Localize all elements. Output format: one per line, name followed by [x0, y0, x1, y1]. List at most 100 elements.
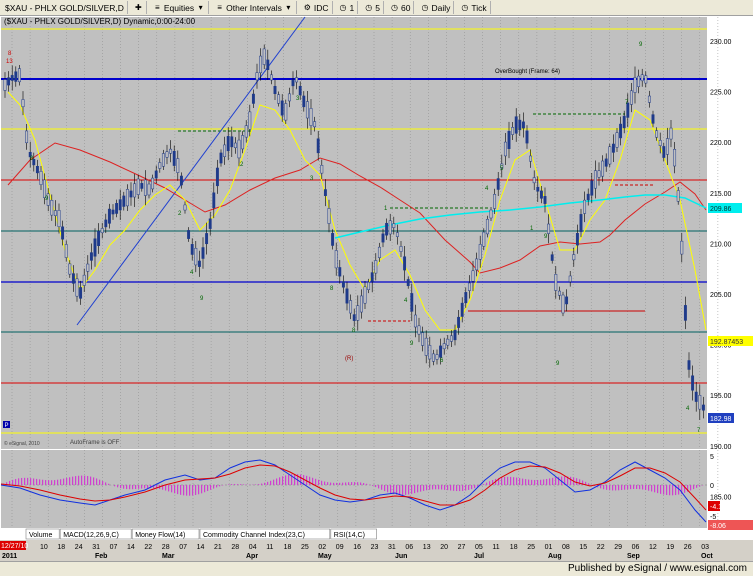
- macd-bar: [549, 478, 550, 485]
- macd-bar: [147, 485, 148, 488]
- candle-body: [25, 131, 27, 143]
- candle-body: [11, 75, 13, 80]
- candle-body: [695, 392, 697, 402]
- candle-body: [677, 190, 679, 201]
- clock-icon: ◷: [364, 3, 373, 12]
- price-tick-label: 220.00: [710, 140, 732, 147]
- macd-bar: [219, 485, 220, 486]
- month-label: 2011: [2, 553, 17, 560]
- candle-body: [310, 108, 312, 125]
- candle-body: [371, 273, 373, 282]
- macd-bar: [18, 478, 19, 485]
- macd-bar: [123, 485, 124, 489]
- price-chart[interactable]: 813 89 249 23 38 814 96 45 19 979 47 Ove…: [0, 16, 753, 561]
- r-label: (R): [345, 356, 353, 362]
- candle-body: [313, 122, 315, 127]
- candle-body: [382, 234, 384, 242]
- price-tick-label: 185.00: [710, 494, 732, 501]
- date-tick-label: 12: [649, 544, 657, 551]
- macd-bar: [447, 485, 448, 490]
- macd-bar: [78, 476, 79, 485]
- candle-body: [87, 264, 89, 271]
- equities-menu[interactable]: ≡Equities▾: [150, 1, 209, 14]
- macd-bar: [102, 481, 103, 485]
- macd-bar: [222, 485, 223, 486]
- macd-bar: [525, 479, 526, 485]
- date-tick-label: 28: [162, 544, 170, 551]
- study-tab-label: Volume: [29, 532, 52, 539]
- candle-body: [209, 219, 211, 229]
- candle-body: [504, 142, 506, 156]
- macd-bar: [435, 485, 436, 489]
- price-tick-label: 205.00: [710, 292, 732, 299]
- macd-bar: [261, 484, 262, 485]
- date-tick-label: 09: [336, 544, 344, 551]
- daily-button[interactable]: ◷Daily: [417, 1, 454, 14]
- candle-body: [529, 156, 531, 161]
- interval-5-button[interactable]: ◷5: [361, 1, 384, 14]
- macd-bar: [660, 485, 661, 494]
- candle-body: [450, 336, 452, 342]
- macd-bar: [84, 476, 85, 485]
- candle-body: [112, 210, 114, 214]
- macd-bar: [189, 485, 190, 496]
- date-tick-label: 24: [75, 544, 83, 551]
- macd-bar: [60, 479, 61, 485]
- candle-body: [306, 102, 308, 118]
- candle-body: [36, 166, 38, 173]
- tick-button[interactable]: ◷Tick: [457, 1, 490, 14]
- plus-icon: ✚: [134, 3, 143, 12]
- date-tick-label: 06: [405, 544, 413, 551]
- date-tick-label: 02: [318, 544, 326, 551]
- macd-pane: [1, 450, 707, 528]
- candle-body: [591, 181, 593, 196]
- candle-body: [195, 248, 197, 265]
- macd-bar: [405, 485, 406, 495]
- candle-body: [76, 279, 78, 296]
- candle-body: [198, 261, 200, 267]
- interval-1-button[interactable]: ◷1: [336, 1, 359, 14]
- add-button[interactable]: ✚: [131, 1, 147, 14]
- macd-bar: [570, 477, 571, 485]
- svg-text:-5: -5: [710, 514, 716, 521]
- macd-bar: [45, 480, 46, 485]
- macd-bar: [183, 485, 184, 495]
- macd-bar: [267, 482, 268, 485]
- candle-body: [612, 144, 614, 152]
- candle-body: [234, 143, 236, 148]
- candle-body: [490, 210, 492, 218]
- date-tick-label: 14: [127, 544, 135, 551]
- macd-bar: [378, 485, 379, 488]
- date-tick-label: 03: [701, 544, 709, 551]
- macd-bar: [618, 485, 619, 490]
- candle-body: [533, 178, 535, 183]
- macd-bar: [273, 480, 274, 485]
- macd-bar: [324, 482, 325, 485]
- macd-bar: [363, 483, 364, 485]
- interval-60-button[interactable]: ◷60: [387, 1, 414, 14]
- macd-bar: [411, 485, 412, 494]
- idc-button[interactable]: ⚙IDC: [300, 1, 333, 14]
- macd-bar: [426, 485, 427, 490]
- symbol-input[interactable]: $XAU - PHLX GOLD/SILVER,D: [2, 1, 128, 14]
- macd-bar: [213, 485, 214, 489]
- date-tick-label: 14: [197, 544, 205, 551]
- macd-bar: [456, 485, 457, 491]
- macd-bar: [624, 485, 625, 490]
- macd-bar: [444, 485, 445, 490]
- candle-body: [321, 165, 323, 173]
- candle-body: [544, 196, 546, 203]
- candle-body: [94, 239, 96, 257]
- candle-body: [184, 205, 186, 210]
- macd-bar: [276, 478, 277, 485]
- candle-body: [295, 78, 297, 82]
- macd-bar: [696, 485, 697, 488]
- other-intervals-menu[interactable]: ≡Other Intervals▾: [212, 1, 297, 14]
- macd-bar: [636, 485, 637, 489]
- candle-body: [22, 99, 24, 106]
- candle-body: [540, 191, 542, 198]
- macd-bar: [294, 474, 295, 485]
- candle-body: [335, 250, 337, 267]
- macd-bar: [237, 484, 238, 485]
- macd-bar: [387, 485, 388, 492]
